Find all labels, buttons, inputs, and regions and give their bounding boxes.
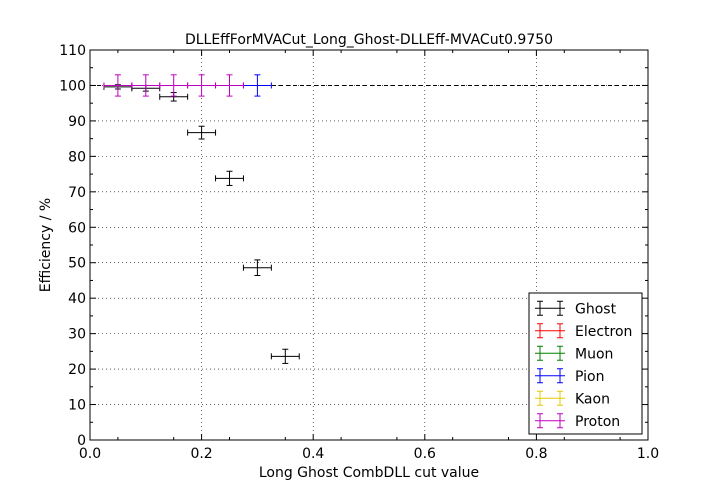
data-point-proton bbox=[159, 74, 189, 97]
legend-item-proton: Proton bbox=[535, 413, 620, 430]
legend-item-pion: Pion bbox=[535, 368, 604, 385]
data-point-proton bbox=[187, 74, 217, 97]
x-tick-label: 0.0 bbox=[79, 446, 101, 462]
series-ghost bbox=[103, 83, 300, 364]
y-tick-label: 20 bbox=[68, 362, 86, 378]
y-tick-label: 80 bbox=[68, 149, 86, 165]
x-tick-label: 0.6 bbox=[414, 446, 436, 462]
data-layer bbox=[103, 74, 300, 364]
legend: Ghost Electron Muon Pion Kaon Proton bbox=[528, 292, 643, 435]
data-point-proton bbox=[131, 74, 161, 97]
legend-label: Kaon bbox=[575, 391, 610, 407]
data-point-proton bbox=[103, 74, 133, 97]
y-tick-label: 100 bbox=[59, 78, 86, 94]
y-tick-label: 70 bbox=[68, 185, 86, 201]
x-tick-label: 0.2 bbox=[190, 446, 212, 462]
data-point-ghost bbox=[242, 259, 272, 276]
legend-marker bbox=[535, 413, 565, 429]
series-proton bbox=[103, 74, 244, 97]
legend-marker bbox=[535, 390, 565, 406]
chart-title: DLLEffForMVACut_Long_Ghost-DLLEff-MVACut… bbox=[185, 32, 553, 48]
y-tick-label: 10 bbox=[68, 398, 86, 414]
legend-box bbox=[528, 292, 643, 435]
data-point-ghost bbox=[187, 125, 217, 140]
y-tick-label: 110 bbox=[59, 43, 86, 59]
legend-label: Pion bbox=[575, 369, 604, 385]
data-point-pion bbox=[242, 74, 272, 97]
legend-item-muon: Muon bbox=[535, 345, 613, 362]
data-point-proton bbox=[215, 74, 244, 97]
y-tick-label: 60 bbox=[68, 220, 86, 236]
legend-marker bbox=[535, 368, 565, 384]
x-axis-label: Long Ghost CombDLL cut value bbox=[259, 465, 479, 481]
legend-marker bbox=[535, 323, 565, 339]
x-tick-label: 0.4 bbox=[302, 446, 324, 462]
legend-label: Electron bbox=[575, 324, 632, 340]
legend-marker bbox=[535, 300, 565, 316]
y-tick-label: 40 bbox=[68, 291, 86, 307]
legend-item-ghost: Ghost bbox=[535, 300, 617, 317]
x-tick-label: 0.8 bbox=[525, 446, 547, 462]
y-axis-label: Efficiency / % bbox=[38, 198, 54, 292]
legend-label: Muon bbox=[575, 346, 613, 362]
legend-item-kaon: Kaon bbox=[535, 390, 610, 407]
legend-marker bbox=[535, 345, 565, 361]
y-tick-label: 30 bbox=[68, 327, 86, 343]
legend-label: Ghost bbox=[575, 301, 617, 317]
y-tick-label: 50 bbox=[68, 256, 86, 272]
data-point-ghost bbox=[215, 170, 244, 186]
y-tick-label: 0 bbox=[77, 433, 86, 449]
y-tick-label: 90 bbox=[68, 114, 86, 130]
data-point-ghost bbox=[270, 348, 300, 364]
x-tick-label: 1.0 bbox=[637, 446, 659, 462]
legend-label: Proton bbox=[575, 414, 620, 430]
series-pion bbox=[242, 74, 272, 97]
ticks: 0.0 0.2 0.4 0.6 0.8 1.0 0 10 20 30 40 50 60 70 80 90 100… bbox=[59, 43, 659, 462]
legend-item-electron: Electron bbox=[535, 323, 632, 340]
